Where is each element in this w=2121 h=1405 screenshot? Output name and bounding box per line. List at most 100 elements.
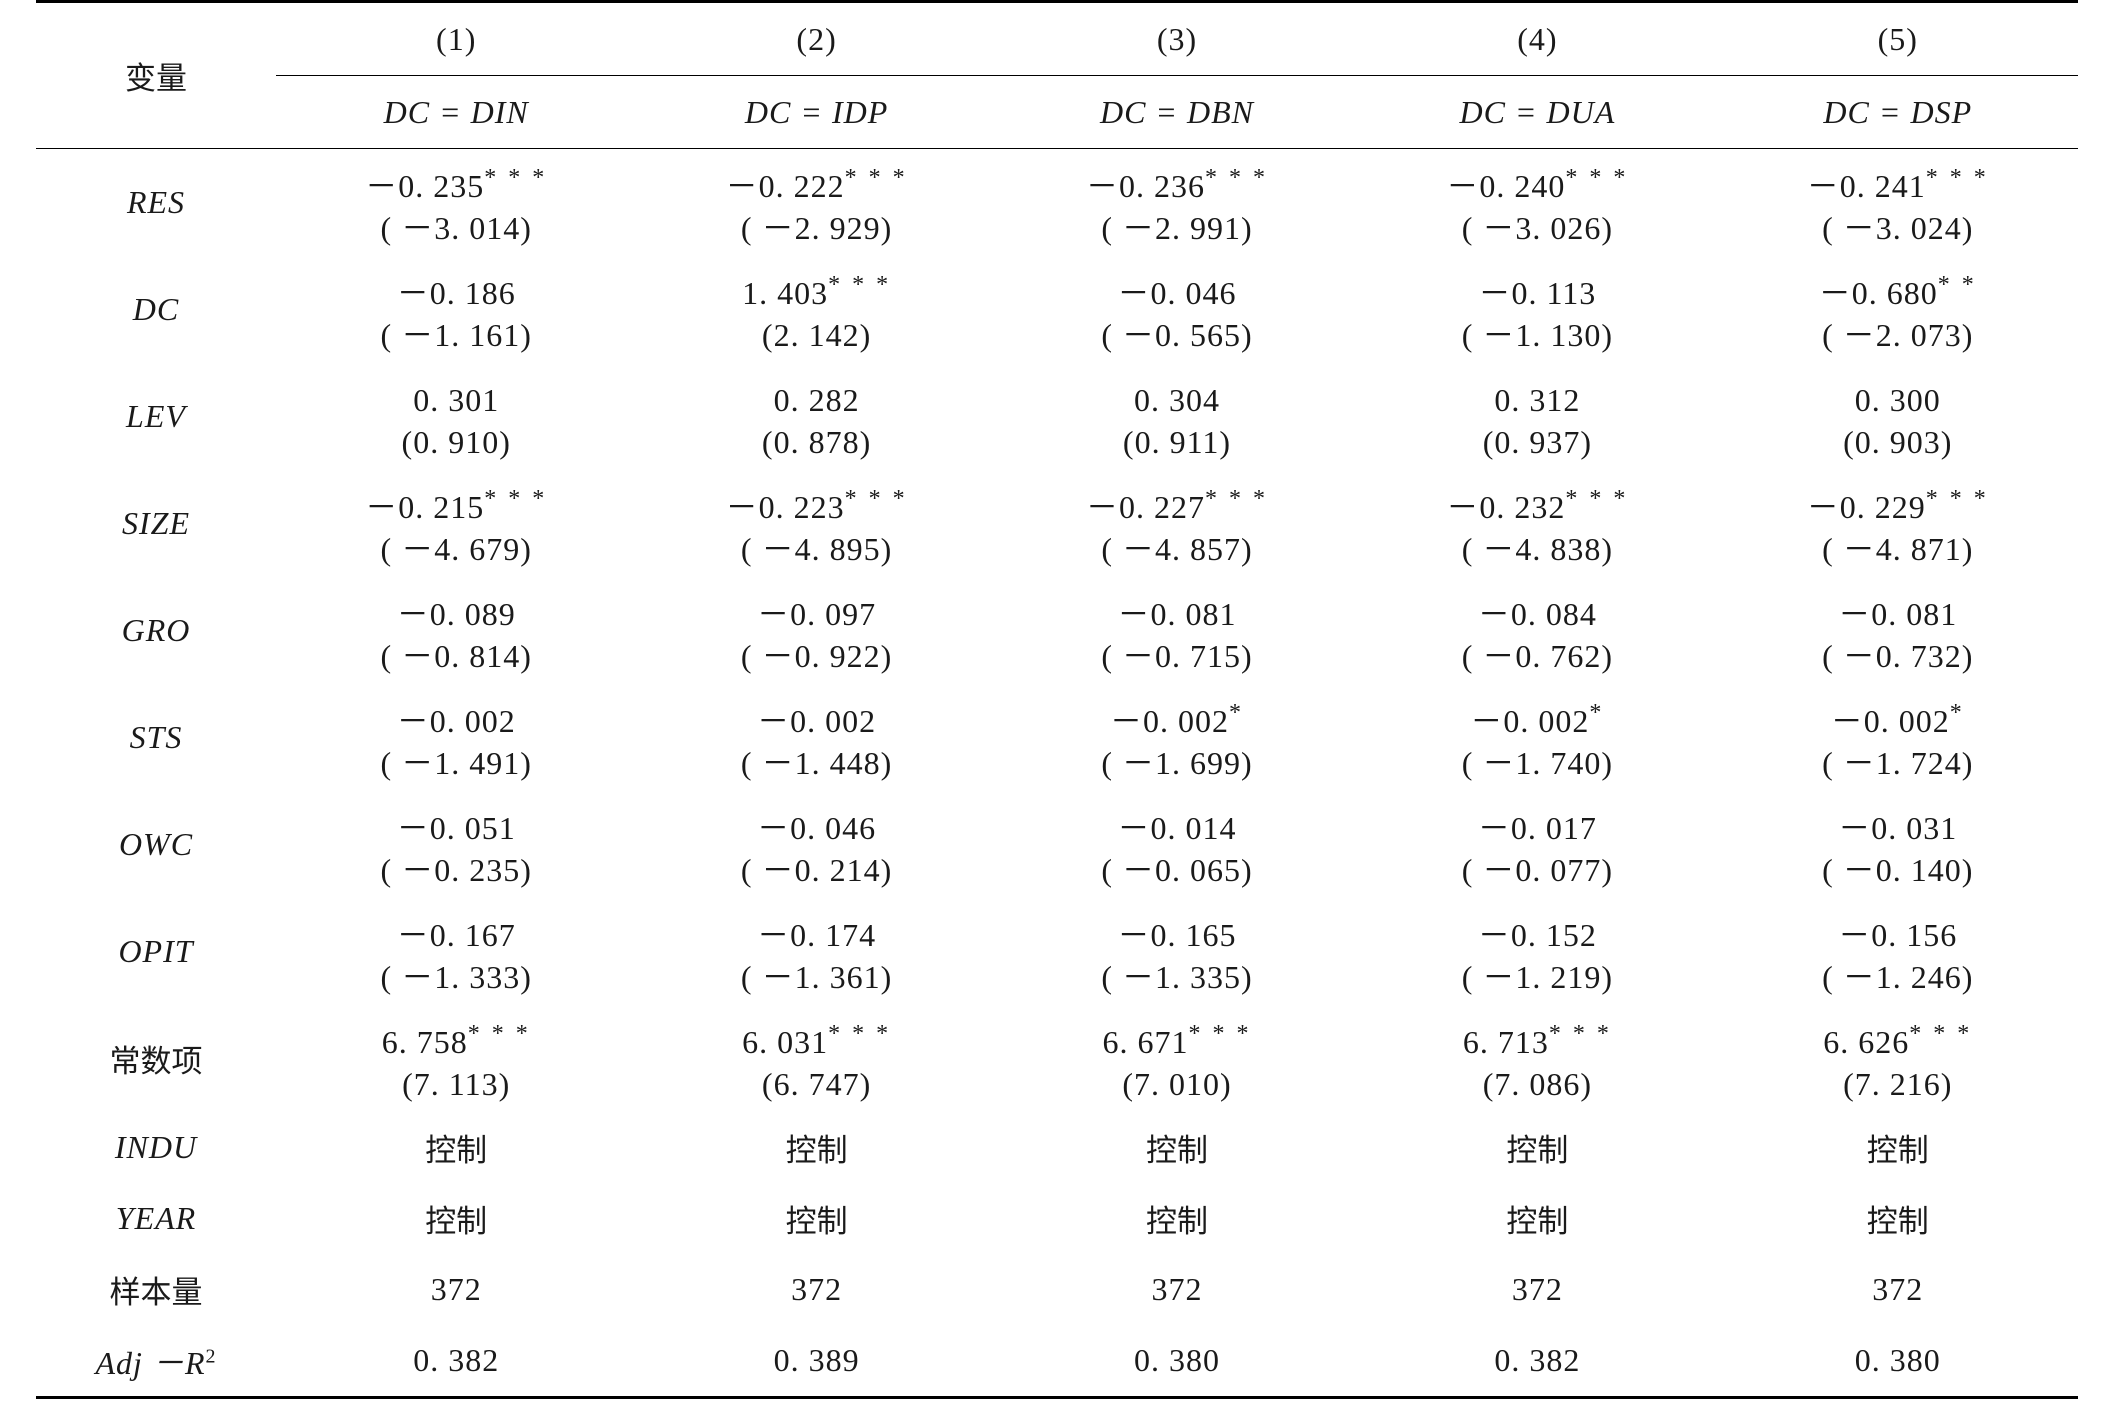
coefficient-value: －0. 241 [1806, 167, 1926, 204]
significance-stars: * * [1937, 271, 1977, 298]
coefficient-line: －0. 002 [636, 692, 996, 742]
control-indicator: 控制 [425, 1204, 488, 1240]
coefficient-value: －0. 046 [1117, 274, 1237, 311]
estimate-cell: －0. 167 ( －1. 333) [276, 898, 636, 1005]
control-row: YEAR 控制 控制 控制 控制 控制 [36, 1183, 2078, 1254]
coefficient-value: －0. 097 [757, 595, 877, 632]
coefficient-value: －0. 165 [1117, 916, 1237, 953]
sample-size-row: 样本量 372 372 372 372 372 [36, 1254, 2078, 1325]
t-statistic: ( －2. 073) [1822, 316, 1974, 353]
coefficient-value: 6. 713 [1462, 1023, 1549, 1060]
coefficient-value: －0. 229 [1806, 488, 1926, 525]
control-indicator: 控制 [1866, 1204, 1929, 1240]
variable-name: LEV [126, 398, 186, 434]
t-statistic: ( －1. 491) [380, 744, 532, 781]
coefficient-line: －0. 241* * * [1718, 157, 2078, 207]
variable-name: SIZE [122, 505, 190, 541]
estimate-cell: －0. 097 ( －0. 922) [636, 577, 996, 684]
t-statistic: ( －0. 814) [380, 637, 532, 674]
coefficient-value: －0. 174 [757, 916, 877, 953]
variable-name: OWC [118, 826, 194, 862]
coefficient-value: －0. 051 [396, 809, 516, 846]
coefficient-value: －0. 227 [1085, 488, 1205, 525]
coefficient-line: 6. 713* * * [1357, 1013, 1717, 1063]
control-row: INDU 控制 控制 控制 控制 控制 [36, 1112, 2078, 1183]
significance-stars: * * * [484, 485, 548, 512]
sample-size-value: 372 [791, 1271, 843, 1307]
coefficient-value: －0. 186 [396, 274, 516, 311]
significance-stars: * * * [1188, 1020, 1252, 1047]
estimate-cell: －0. 084 ( －0. 762) [1357, 577, 1717, 684]
coefficient-line: －0. 165 [997, 906, 1357, 956]
significance-stars: * * * [828, 271, 892, 298]
significance-stars: * * * [467, 1020, 531, 1047]
coefficient-line: －0. 014 [997, 799, 1357, 849]
estimate-cell: －0. 222* * *( －2. 929) [636, 149, 996, 257]
coefficient-line: 0. 301 [276, 371, 636, 421]
coefficient-line: －0. 081 [1718, 585, 2078, 635]
coefficient-value: －0. 017 [1477, 809, 1597, 846]
estimate-cell: 6. 758* * * (7. 113) [276, 1005, 636, 1112]
coefficient-value: －0. 236 [1085, 167, 1205, 204]
table-row: 常数项 6. 758* * * (7. 113) 6. 031* * * (6. 747… [36, 1005, 2078, 1112]
estimate-cell: 0. 312 (0. 937) [1357, 363, 1717, 470]
estimate-cell: －0. 215* * *( －4. 679) [276, 470, 636, 577]
column-spec: DC = DIN [276, 75, 637, 149]
estimate-cell: －0. 046 ( －0. 565) [997, 256, 1357, 363]
t-statistic: (7. 086) [1482, 1065, 1593, 1102]
coefficient-value: －0. 680 [1818, 274, 1938, 311]
estimate-cell: －0. 223* * *( －4. 895) [636, 470, 996, 577]
coefficient-line: －0. 680* * [1718, 264, 2078, 314]
estimate-cell: －0. 240* * *( －3. 026) [1357, 149, 1717, 257]
estimate-cell: －0. 017 ( －0. 077) [1357, 791, 1717, 898]
regression-table: 变量 (1) (2) (3) (4) (5) DC = DIN DC = IDP… [36, 0, 2078, 1399]
coefficient-value: －0. 084 [1477, 595, 1597, 632]
estimate-cell: 0. 301 (0. 910) [276, 363, 636, 470]
coefficient-value: －0. 002 [757, 702, 877, 739]
table-row: LEV 0. 301 (0. 910) 0. 282 (0. 878) 0. 304 (0.… [36, 363, 2078, 470]
t-statistic: ( －4. 838) [1461, 530, 1614, 567]
t-statistic: (0. 878) [761, 423, 872, 460]
sample-size-value: 372 [430, 1271, 482, 1307]
coefficient-value: －0. 089 [396, 595, 516, 632]
coefficient-line: －0. 113 [1357, 264, 1717, 314]
estimate-cell: －0. 046 ( －0. 214) [636, 791, 996, 898]
estimate-cell: －0. 031 ( －0. 140) [1718, 791, 2078, 898]
significance-stars: * * * [1565, 164, 1629, 191]
coefficient-line: 0. 300 [1718, 371, 2078, 421]
coefficient-value: 6. 031 [742, 1023, 829, 1060]
t-statistic: ( －0. 762) [1461, 637, 1614, 674]
estimate-cell: －0. 051 ( －0. 235) [276, 791, 636, 898]
estimate-cell: －0. 081 ( －0. 732) [1718, 577, 2078, 684]
coefficient-value: －0. 152 [1477, 916, 1597, 953]
adj-r2-value: 0. 380 [996, 1325, 1358, 1399]
header-row-numbers: 变量 (1) (2) (3) (4) (5) [36, 0, 2078, 149]
coefficient-line: －0. 084 [1357, 585, 1717, 635]
significance-stars: * * * [1548, 1020, 1612, 1047]
column-number: (5) [1717, 0, 2078, 76]
variable-name: DC [132, 291, 180, 327]
coefficient-value: －0. 081 [1838, 595, 1958, 632]
coefficient-value: 1. 403 [742, 274, 829, 311]
adj-r2-label: Adj －R2 [36, 1325, 276, 1399]
coefficient-line: －0. 156 [1718, 906, 2078, 956]
estimate-cell: －0. 680* *( －2. 073) [1718, 256, 2078, 363]
t-statistic: ( －1. 740) [1461, 744, 1614, 781]
coefficient-line: 6. 031* * * [636, 1013, 996, 1063]
control-indicator: 控制 [1506, 1133, 1569, 1169]
estimate-cell: －0. 089 ( －0. 814) [276, 577, 636, 684]
variable-name: 常数项 [109, 1044, 203, 1080]
estimate-cell: 6. 671* * * (7. 010) [997, 1005, 1357, 1112]
table-row: SIZE －0. 215* * *( －4. 679) －0. 223* * *( … [36, 470, 2078, 577]
t-statistic: ( －4. 871) [1822, 530, 1974, 567]
coefficient-line: －0. 089 [276, 585, 636, 635]
estimate-cell: －0. 152 ( －1. 219) [1357, 898, 1717, 1005]
coefficient-line: －0. 031 [1718, 799, 2078, 849]
coefficient-line: －0. 002* [1718, 692, 2078, 742]
coefficient-value: －0. 002 [1109, 702, 1229, 739]
t-statistic: ( －1. 130) [1461, 316, 1614, 353]
t-statistic: ( －1. 724) [1822, 744, 1974, 781]
estimate-cell: 0. 282 (0. 878) [636, 363, 996, 470]
significance-stars: * [1949, 699, 1965, 726]
table-row: OWC －0. 051( －0. 235) －0. 046( －0. 214) －0.… [36, 791, 2078, 898]
